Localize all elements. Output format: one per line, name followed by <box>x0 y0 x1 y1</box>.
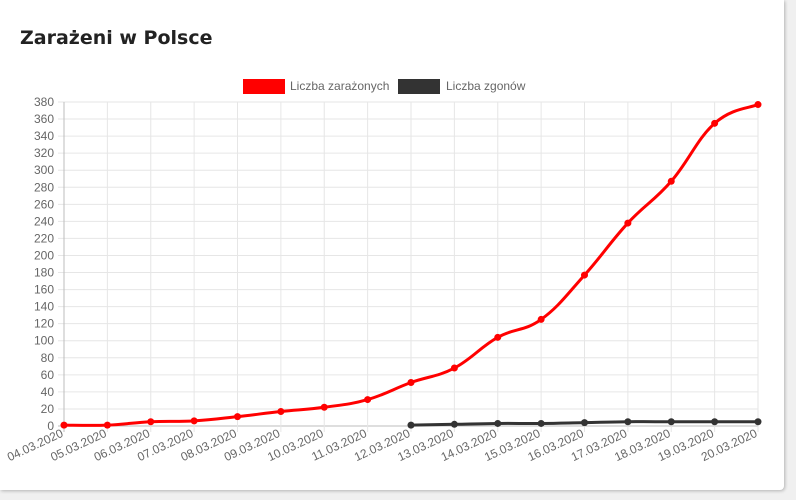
y-tick-label: 180 <box>34 266 54 280</box>
y-tick-label: 260 <box>34 197 54 211</box>
series-point-0[interactable] <box>60 421 68 429</box>
card-title: Zarażeni w Polsce <box>20 27 213 49</box>
y-tick-label: 80 <box>41 351 55 365</box>
series-point-0[interactable] <box>537 315 545 323</box>
series-point-1[interactable] <box>537 419 545 427</box>
y-tick-label: 240 <box>34 214 54 228</box>
y-tick-label: 120 <box>34 317 54 331</box>
y-tick-label: 0 <box>47 419 54 433</box>
series-point-0[interactable] <box>407 379 415 387</box>
series-point-1[interactable] <box>711 418 719 426</box>
legend-swatch-1[interactable] <box>398 79 440 94</box>
chart-card: Zarażeni w Polsce 0 20 40 60 80 100 120 140 160 1… <box>0 0 784 490</box>
legend-label-1[interactable]: Liczba zgonów <box>446 79 526 93</box>
series-point-0[interactable] <box>667 177 675 185</box>
chart-legend: Liczba zarażonych Liczba zgonów <box>243 79 526 94</box>
series-point-1[interactable] <box>754 418 762 426</box>
series-point-0[interactable] <box>320 403 328 411</box>
y-tick-label: 300 <box>34 163 54 177</box>
y-tick-label: 380 <box>34 95 54 109</box>
y-tick-label: 60 <box>41 368 55 382</box>
y-tick-label: 20 <box>41 402 55 416</box>
series-point-0[interactable] <box>450 364 458 372</box>
series-point-0[interactable] <box>234 413 241 421</box>
series-point-0[interactable] <box>147 418 155 426</box>
legend-swatch-0[interactable] <box>243 79 285 94</box>
y-tick-label: 340 <box>34 129 54 143</box>
legend-label-0[interactable]: Liczba zarażonych <box>290 79 389 93</box>
series-point-0[interactable] <box>711 119 719 127</box>
series-point-1[interactable] <box>581 419 588 427</box>
series-point-1[interactable] <box>494 419 502 427</box>
series-point-0[interactable] <box>103 421 111 429</box>
x-axis-ticks: 04.03.202005.03.202006.03.202007.03.2020… <box>5 426 760 464</box>
y-tick-label: 320 <box>34 146 54 160</box>
series-points <box>60 101 762 429</box>
y-tick-label: 140 <box>34 300 54 314</box>
y-tick-label: 360 <box>34 112 54 126</box>
y-tick-label: 200 <box>34 248 54 262</box>
series-point-1[interactable] <box>667 418 675 426</box>
series-point-0[interactable] <box>364 396 372 404</box>
y-tick-label: 160 <box>34 283 54 297</box>
y-tick-label: 280 <box>34 180 54 194</box>
series-point-0[interactable] <box>581 271 588 279</box>
series-point-0[interactable] <box>277 408 285 416</box>
y-tick-label: 220 <box>34 231 54 245</box>
series-point-0[interactable] <box>190 417 198 425</box>
series-point-1[interactable] <box>407 421 415 429</box>
y-tick-label: 40 <box>41 385 55 399</box>
series-point-0[interactable] <box>624 219 632 227</box>
series-point-0[interactable] <box>494 333 502 341</box>
line-chart: 0 20 40 60 80 100 120 140 160 180 200 220 240 260 280 3… <box>5 79 762 464</box>
chart-grid <box>58 101 759 432</box>
y-axis-ticks: 0 20 40 60 80 100 120 140 160 180 200 220 240 260 280 3… <box>34 95 54 433</box>
y-tick-label: 100 <box>34 334 54 348</box>
series-point-1[interactable] <box>450 420 458 428</box>
series-point-1[interactable] <box>624 418 632 426</box>
series-point-0[interactable] <box>754 101 762 109</box>
